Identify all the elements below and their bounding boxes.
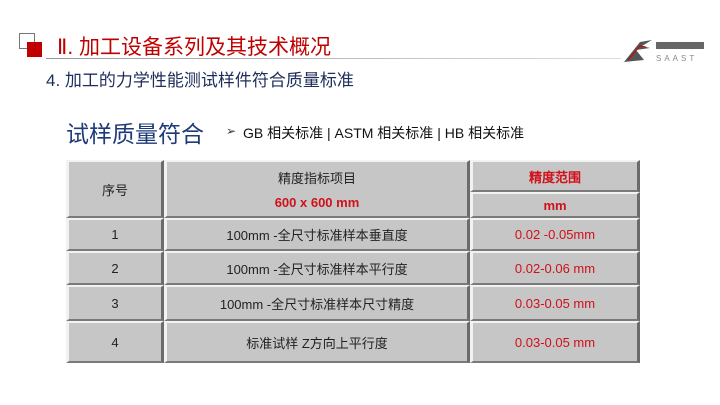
- page-title: Ⅱ. 加工设备系列及其技术概况: [57, 36, 332, 59]
- row-1-no: 1: [66, 218, 164, 251]
- header-item: 精度指标项目 600 x 600 mm: [164, 160, 470, 218]
- row-4-no: 4: [66, 321, 164, 363]
- logo: SAAST: [622, 36, 708, 71]
- standards-text: GB 相关标准 | ASTM 相关标准 | HB 相关标准: [243, 125, 525, 141]
- row-3-no: 3: [66, 285, 164, 321]
- arrow-bullet-icon: ➢: [226, 124, 237, 138]
- subtitle: 4. 加工的力学性能测试样件符合质量标准: [46, 71, 354, 90]
- header-no: 序号: [66, 160, 164, 218]
- header-item-label: 精度指标项目: [277, 171, 356, 186]
- title-divider: [46, 58, 621, 59]
- title-squares-icon: [19, 33, 45, 59]
- row-1-range: 0.02 -0.05mm: [470, 218, 640, 251]
- row-2-no: 2: [66, 251, 164, 285]
- svg-text:SAAST: SAAST: [656, 54, 697, 63]
- header-range-unit: mm: [470, 192, 640, 218]
- row-3-range: 0.03-0.05 mm: [470, 285, 640, 321]
- row-1-item: 100mm -全尺寸标准样本垂直度: [164, 218, 470, 251]
- header-item-size: 600 x 600 mm: [274, 195, 360, 210]
- row-2-item: 100mm -全尺寸标准样本平行度: [164, 251, 470, 285]
- row-4-item: 标准试样 Z方向上平行度: [164, 321, 470, 363]
- row-3-item: 100mm -全尺寸标准样本尺寸精度: [164, 285, 470, 321]
- header-range: 精度范围: [470, 160, 640, 192]
- section-heading: 试样质量符合: [66, 121, 204, 147]
- row-4-range: 0.03-0.05 mm: [470, 321, 640, 363]
- row-2-range: 0.02-0.06 mm: [470, 251, 640, 285]
